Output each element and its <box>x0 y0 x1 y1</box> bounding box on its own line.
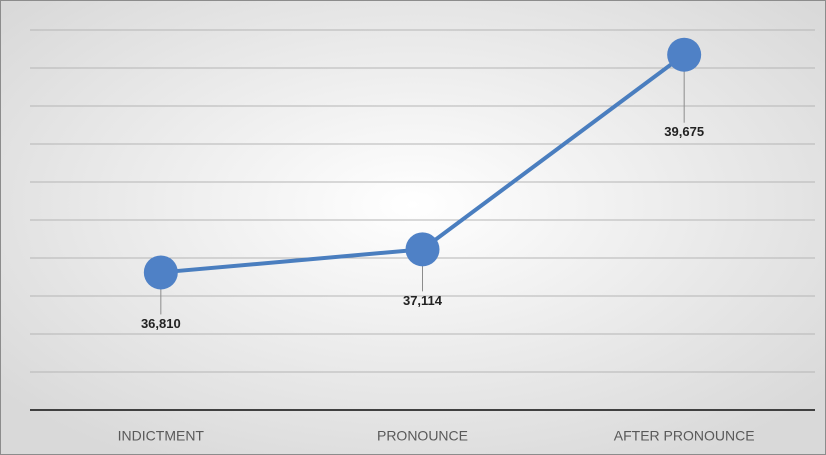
x-tick-label: PRONOUNCE <box>377 428 468 444</box>
marker <box>143 255 178 290</box>
data-label: 37,114 <box>403 293 443 308</box>
x-tick-label: INDICTMENT <box>118 428 205 444</box>
marker <box>405 232 440 267</box>
x-tick-label: AFTER PRONOUNCE <box>614 428 755 444</box>
marker <box>667 37 702 72</box>
data-label: 39,675 <box>664 124 704 139</box>
data-label: 36,810 <box>141 316 181 331</box>
